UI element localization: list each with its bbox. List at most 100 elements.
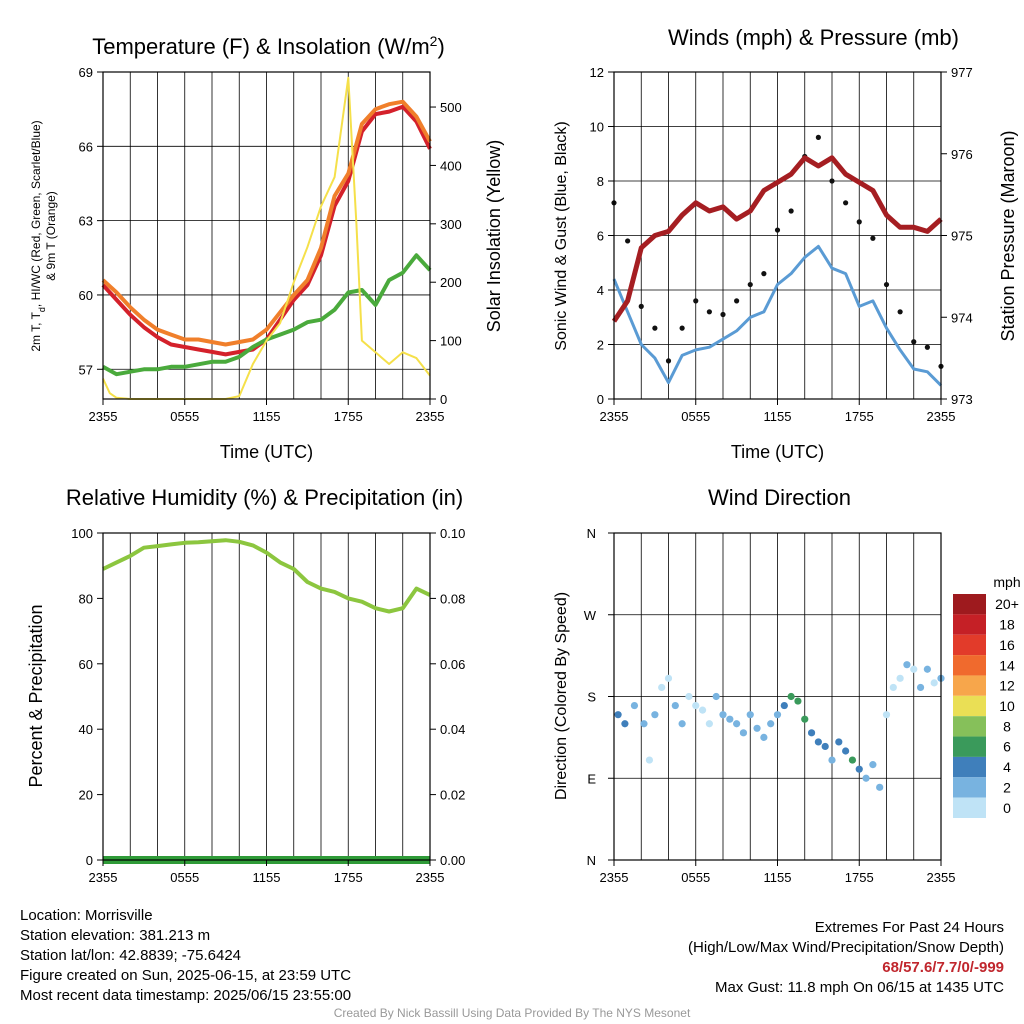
- gust-point: [856, 219, 862, 225]
- direction-point: [896, 674, 904, 682]
- y-tick-label: N: [587, 526, 596, 541]
- direction-point: [889, 683, 897, 692]
- legend-label: 0: [1003, 800, 1011, 816]
- direction-point: [621, 720, 629, 728]
- gust-point: [883, 281, 890, 288]
- gust-point: [815, 134, 821, 140]
- panel-title: Winds (mph) & Pressure (mb): [668, 25, 959, 50]
- y2-tick-label: 0.06: [440, 657, 465, 672]
- direction-point: [848, 756, 857, 764]
- direction-point: [780, 701, 788, 710]
- y-axis-label: Sonic Wind & Gust (Blue, Black): [553, 121, 570, 350]
- direction-point: [903, 661, 911, 669]
- series-line: [611, 155, 943, 323]
- direction-point: [855, 765, 863, 773]
- x-tick-label: 2355: [600, 409, 629, 424]
- x-tick-label: 1155: [764, 409, 792, 424]
- direction-point: [842, 747, 850, 755]
- gust-point: [924, 344, 930, 350]
- panel-title: Wind Direction: [708, 485, 851, 510]
- y-tick-label: 20: [79, 788, 93, 803]
- gust-point: [843, 200, 849, 206]
- direction-point: [910, 665, 918, 673]
- y2-tick-label: 400: [440, 158, 462, 173]
- legend-label: 12: [999, 678, 1015, 694]
- legend-swatch: [953, 736, 986, 757]
- direction-point: [869, 761, 877, 769]
- y2-tick-label: 977: [951, 65, 973, 80]
- gust-point: [679, 325, 685, 331]
- legend-label: 14: [999, 657, 1015, 673]
- info-recent: Most recent data timestamp: 2025/06/15 2…: [20, 987, 352, 1004]
- legend-swatch: [953, 614, 986, 635]
- direction-point: [828, 756, 836, 764]
- y-tick-label: 12: [590, 65, 604, 80]
- rh-line: [102, 538, 431, 614]
- y2-tick-label: 0.10: [440, 526, 465, 541]
- y-tick-label: 57: [79, 362, 93, 377]
- x-tick-label: 0555: [681, 870, 710, 885]
- series-line: [101, 99, 432, 347]
- title-superscript: 2: [430, 33, 438, 49]
- direction-point: [614, 711, 622, 719]
- legend-label: 16: [999, 637, 1015, 653]
- gust-point: [665, 358, 672, 364]
- y-tick-label: 100: [71, 526, 93, 541]
- y-tick-label: S: [587, 690, 596, 705]
- y-tick-label: 2: [597, 338, 604, 353]
- x-tick-label: 2355: [927, 409, 956, 424]
- legend-label: 6: [1003, 739, 1011, 755]
- y-tick-label: 63: [79, 214, 93, 229]
- direction-point: [787, 692, 795, 701]
- legend-title: mph: [993, 574, 1020, 590]
- y2-tick-label: 500: [440, 100, 462, 115]
- y-tick-label: 0: [597, 392, 604, 407]
- y2-tick-label: 0.04: [440, 722, 465, 737]
- gust-point: [747, 281, 753, 288]
- direction-point: [726, 715, 734, 723]
- legend-label: 8: [1003, 718, 1011, 734]
- extremes-values: 68/57.6/7.7/0/-999: [882, 959, 1004, 976]
- extremes-title: Extremes For Past 24 Hours: [814, 919, 1004, 936]
- station-info: Location: Morrisville Station elevation:…: [20, 906, 351, 1006]
- y-tick-label: 8: [597, 174, 604, 189]
- direction-point: [807, 729, 816, 737]
- y-tick-label: 80: [79, 591, 93, 606]
- direction-point: [876, 783, 884, 791]
- info-latlon: Station lat/lon: 42.8839; -75.6424: [20, 947, 242, 964]
- direction-point: [882, 711, 891, 719]
- y-tick-label: 4: [597, 283, 604, 298]
- y2-tick-label: 976: [951, 147, 973, 162]
- panel-title: Temperature (F) & Insolation (W/m2): [92, 33, 445, 59]
- y2-tick-label: 100: [440, 334, 462, 349]
- direction-point: [705, 720, 713, 728]
- direction-point: [692, 701, 700, 710]
- direction-point: [658, 683, 666, 692]
- x-tick-label: 2355: [89, 870, 118, 885]
- direction-point: [746, 711, 754, 719]
- gust-point: [720, 311, 726, 318]
- x-tick-label: 2355: [416, 870, 445, 885]
- y2-tick-label: 0: [440, 392, 447, 407]
- x-tick-label: 1755: [845, 870, 874, 885]
- gust-point: [734, 298, 740, 304]
- x-tick-label: 0555: [170, 870, 199, 885]
- direction-point: [645, 756, 654, 764]
- legend-label: 10: [999, 698, 1015, 714]
- y2-tick-label: 0.08: [440, 591, 465, 606]
- gust-point: [870, 235, 876, 241]
- x-axis-label: Time (UTC): [220, 442, 313, 462]
- y-tick-label: 66: [79, 139, 93, 154]
- legend-label: 2: [1003, 779, 1011, 795]
- direction-point: [923, 665, 931, 673]
- direction-point: [916, 683, 925, 692]
- x-tick-label: 1155: [253, 870, 281, 885]
- legend-label: 20+: [995, 596, 1019, 612]
- gust-point: [706, 309, 712, 315]
- gust-point: [761, 271, 767, 277]
- x-tick-label: 2355: [600, 870, 629, 885]
- legend-swatch: [953, 777, 986, 798]
- info-elevation: Station elevation: 381.213 m: [20, 927, 211, 944]
- legend-label: 4: [1003, 759, 1011, 775]
